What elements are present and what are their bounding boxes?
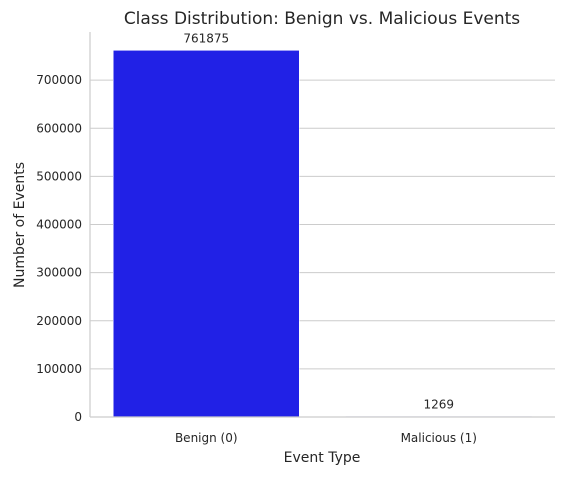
- y-tick-label: 600000: [36, 121, 82, 135]
- y-tick-label: 500000: [36, 169, 82, 183]
- bar: [113, 50, 300, 418]
- y-tick-label: 100000: [36, 362, 82, 376]
- bar-value-label: 1269: [423, 397, 454, 411]
- y-tick-label: 400000: [36, 218, 82, 232]
- y-tick-label: 0: [74, 410, 82, 424]
- x-axis-label: Event Type: [284, 450, 361, 466]
- x-tick-label: Benign (0): [175, 431, 238, 445]
- chart-title: Class Distribution: Benign vs. Malicious…: [124, 9, 520, 29]
- y-tick-label: 200000: [36, 314, 82, 328]
- y-axis-label: Number of Events: [12, 162, 28, 288]
- axes: [89, 32, 555, 418]
- labels: 0 100000 200000 300000 400000 500000 600000 700…: [36, 31, 477, 445]
- bars: [113, 50, 532, 418]
- y-tick-label: 300000: [36, 266, 82, 280]
- y-tick-label: 700000: [36, 73, 82, 87]
- x-tick-label: Malicious (1): [401, 431, 477, 445]
- bar-value-label: 761875: [183, 31, 229, 45]
